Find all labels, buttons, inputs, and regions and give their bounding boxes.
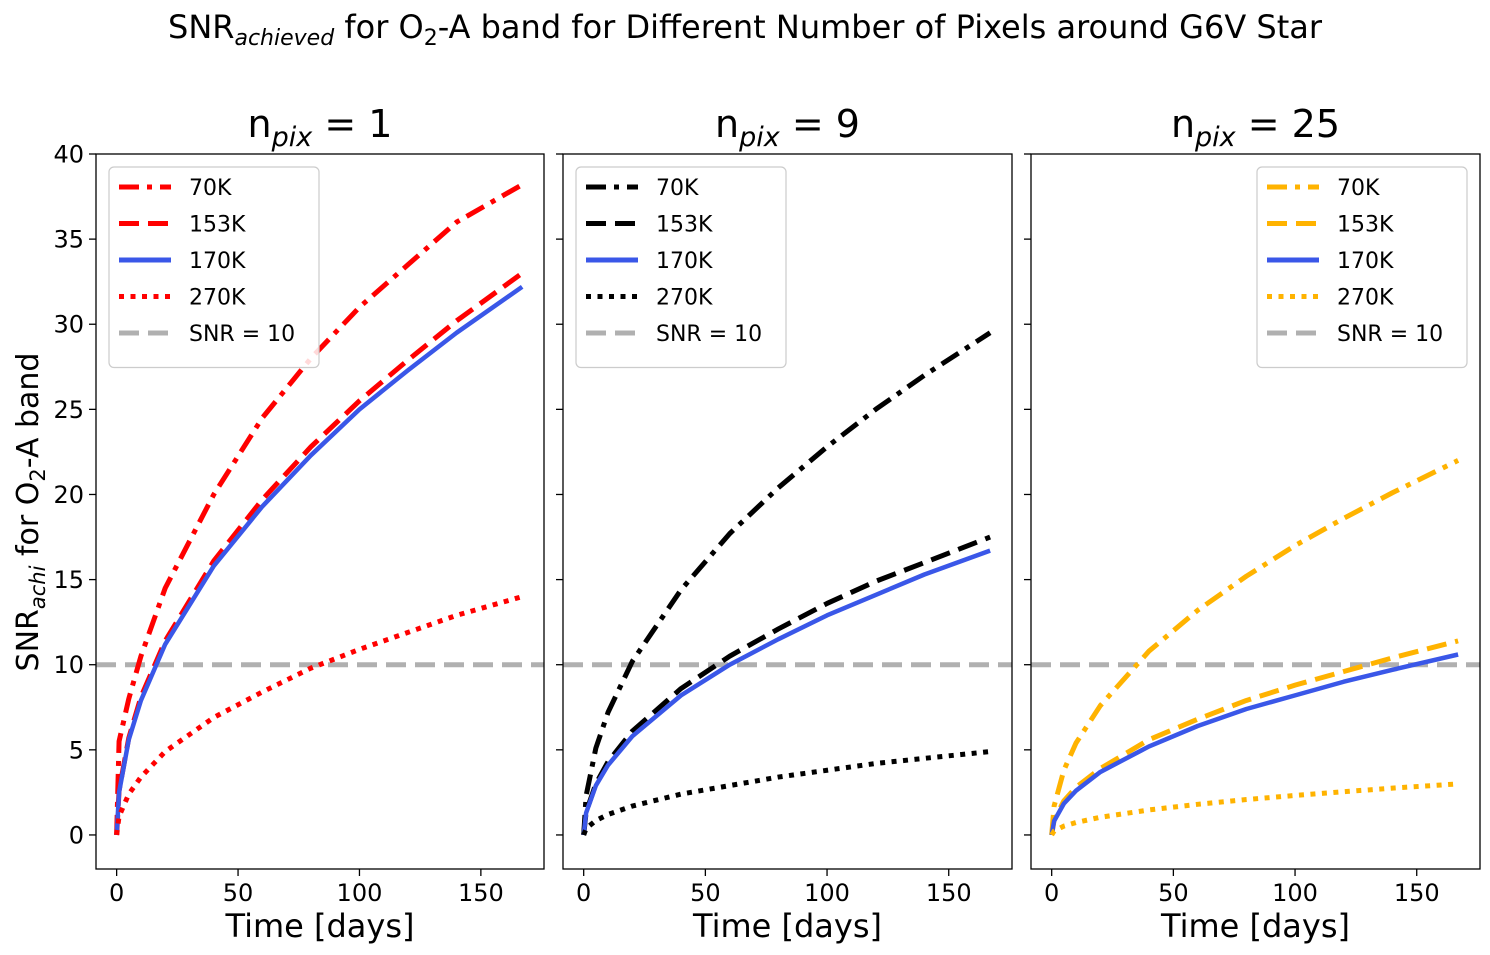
y-tick-label: 15 (53, 566, 84, 594)
x-tick-label: 100 (1272, 879, 1318, 907)
x-tick-label: 0 (576, 879, 591, 907)
x-tick-label: 150 (458, 879, 504, 907)
legend-label: SNR = 10 (656, 322, 762, 347)
y-tick-label: 0 (69, 821, 84, 849)
legend-label: 153K (656, 213, 713, 238)
legend-label: 153K (1337, 213, 1394, 238)
legend: 70K 153K 170K 270K SNR = 10 (575, 166, 787, 369)
legend-label: 70K (189, 176, 232, 201)
panel-3: npix = 25 0 50 100 150 Time [days] 70K 153K 170K… (1024, 102, 1481, 945)
panel-title: npix = 1 (248, 102, 393, 153)
panel-title: npix = 25 (1171, 102, 1340, 153)
panel-1: npix = 1 0 50 100 150 Time [days] 0 5 10 15 20 25 30… (53, 102, 545, 945)
legend-label: 270K (656, 286, 713, 311)
axes-frame (95, 153, 545, 870)
legend: 70K 153K 170K 270K SNR = 10 (1256, 166, 1468, 369)
series-line-270k (1049, 781, 1459, 837)
y-tick-label: 35 (53, 226, 84, 254)
legend-label: 270K (1337, 286, 1394, 311)
series-line-170k (1049, 652, 1459, 836)
legend: 70K 153K 170K 270K SNR = 10 (108, 166, 320, 369)
legend-label: 70K (656, 176, 699, 201)
legend-label: 270K (189, 286, 246, 311)
x-tick-label: 50 (223, 879, 254, 907)
y-tick-label: 25 (53, 396, 84, 424)
legend-label: 70K (1337, 176, 1380, 201)
x-tick-label: 150 (926, 879, 972, 907)
series-line-170k (114, 284, 524, 836)
legend-label: SNR = 10 (189, 322, 295, 347)
x-tick-label: 0 (109, 879, 124, 907)
x-tick-label: 150 (1394, 879, 1440, 907)
series-line-70k (1049, 458, 1460, 836)
series-line-270k (581, 749, 991, 836)
legend-label: 170K (656, 249, 713, 274)
x-tick-label: 100 (337, 879, 383, 907)
legend-box (575, 166, 787, 369)
legend-label: 153K (189, 213, 246, 238)
x-tick-label: 50 (690, 879, 721, 907)
x-tick-label: 50 (1158, 879, 1189, 907)
y-tick-label: 30 (53, 311, 84, 339)
series-line-70k (581, 330, 992, 836)
series-line-270k (114, 594, 523, 836)
series-line-153k (581, 534, 992, 836)
legend-box (108, 166, 320, 369)
y-tick-label: 20 (53, 481, 84, 509)
legend-box (1256, 166, 1468, 369)
series-line-70k (114, 182, 524, 836)
axes-frame (562, 153, 1013, 870)
y-tick-label: 10 (53, 651, 84, 679)
axes-frame (1030, 153, 1481, 870)
x-axis-label: Time [days] (1160, 907, 1350, 945)
panel-title: npix = 9 (715, 102, 860, 153)
legend-label: 170K (189, 249, 246, 274)
legend-label: SNR = 10 (1337, 322, 1443, 347)
x-axis-label: Time [days] (225, 907, 415, 945)
plot-area (1031, 458, 1480, 837)
panel-2: npix = 9 0 50 100 150 Time [days] 70K 153K 170K 2… (556, 102, 1013, 945)
figure-title: SNRachieved for O2-A band for Different … (168, 8, 1323, 51)
x-tick-label: 0 (1044, 879, 1059, 907)
x-axis-label: Time [days] (692, 907, 882, 945)
plot-area (563, 330, 1012, 836)
y-tick-label: 40 (53, 141, 84, 169)
legend-label: 170K (1337, 249, 1394, 274)
x-tick-label: 100 (804, 879, 850, 907)
series-line-170k (581, 548, 991, 836)
plot-area (96, 182, 544, 836)
y-tick-label: 5 (69, 736, 84, 764)
y-axis-label: SNRachi for O2-A band (11, 353, 50, 672)
